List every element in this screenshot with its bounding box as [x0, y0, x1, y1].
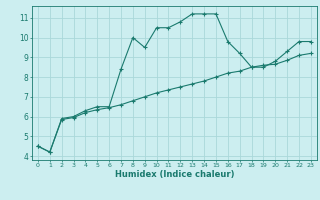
X-axis label: Humidex (Indice chaleur): Humidex (Indice chaleur) [115, 170, 234, 179]
